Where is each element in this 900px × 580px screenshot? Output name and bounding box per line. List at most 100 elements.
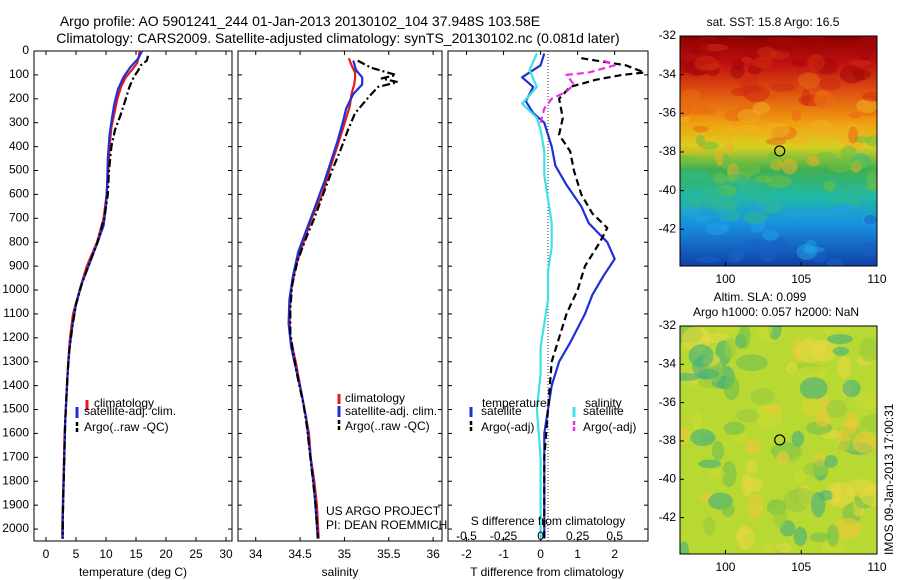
- x-tick-label: 25: [189, 547, 203, 561]
- sla-patch: [743, 477, 764, 492]
- lat-tick-label: -36: [659, 105, 677, 119]
- sst-patch: [718, 208, 731, 223]
- sla-patch: [815, 412, 831, 427]
- legend-label-argo: Argo(..raw -QC): [345, 419, 430, 433]
- y-tick-label: 1000: [2, 282, 29, 296]
- sst-patch: [692, 125, 709, 133]
- sst-patch: [808, 209, 831, 218]
- sst-patch: [739, 72, 759, 90]
- sst-texture: [680, 36, 877, 266]
- sst-patch: [752, 101, 770, 114]
- sla-patch: [843, 505, 856, 515]
- salinity-argo-adj-line: [539, 59, 616, 123]
- sst-patch: [807, 54, 825, 72]
- sst-patch: [700, 141, 719, 150]
- climatology-line: [61, 51, 141, 539]
- sla-patch: [852, 431, 876, 454]
- sst-patch: [680, 58, 692, 74]
- y-tick-label: 1300: [2, 354, 29, 368]
- lat-tick-label: -40: [659, 471, 677, 485]
- lon-tick-label: 105: [791, 560, 811, 574]
- sst-patch: [692, 197, 721, 208]
- y-tick-label: 700: [9, 210, 29, 224]
- sst-patch: [766, 36, 789, 50]
- sst-patch: [705, 222, 728, 236]
- salinity-satellite-line: [521, 52, 553, 539]
- salinity-legend: climatology satellite-adj. clim. Argo(..…: [337, 391, 437, 433]
- lat-tick-label: -38: [659, 144, 677, 158]
- sst-patch: [681, 88, 701, 102]
- sst-patch: [853, 136, 871, 143]
- sla-map-title: Altim. SLA: 0.099: [714, 290, 807, 304]
- argo-location-marker: [774, 434, 786, 446]
- lon-tick-label: 110: [867, 272, 886, 286]
- sla-patch: [690, 429, 715, 447]
- y-tick-label: 200: [9, 91, 29, 105]
- sla-patch: [802, 462, 828, 477]
- temperature-panel: 0100200300400500600700800900100011001200…: [2, 43, 233, 579]
- sst-patch: [738, 179, 762, 196]
- sla-patch: [745, 459, 758, 474]
- x-tick-label: 15: [129, 547, 143, 561]
- credit-project: US ARGO PROJECT: [326, 504, 441, 518]
- sla-patch: [809, 532, 831, 542]
- sst-patch: [818, 77, 841, 91]
- s-tick-label: 0.5: [606, 529, 623, 543]
- legend-label-satellite: satellite-adj. clim.: [345, 404, 437, 418]
- sst-map-title: sat. SST: 15.8 Argo: 16.5: [707, 15, 840, 29]
- sla-patch: [827, 524, 839, 547]
- s-tick-label: 0: [537, 529, 544, 543]
- sla-patch: [680, 372, 702, 381]
- sst-patch: [713, 173, 728, 185]
- x-tick-label: 35: [338, 547, 352, 561]
- temperature-axes-frame: [33, 50, 233, 542]
- x-tick-label: 30: [219, 547, 233, 561]
- satellite-adj-clim-line: [61, 51, 143, 539]
- sst-patch: [748, 202, 767, 215]
- sla-patch: [723, 421, 745, 436]
- temperature-profiles: [61, 51, 150, 539]
- argo-location-marker: [774, 145, 786, 157]
- sla-patch: [791, 430, 805, 447]
- sst-patch: [861, 92, 877, 102]
- x-tick-label: 2: [611, 547, 618, 561]
- sla-patch: [698, 459, 722, 469]
- sla-patch: [837, 356, 852, 379]
- sst-patch: [737, 124, 763, 134]
- salinity-xlabel: salinity: [322, 565, 359, 579]
- sst-patch: [823, 131, 847, 139]
- sst-patch: [730, 65, 745, 79]
- sla-patch: [761, 326, 773, 338]
- sst-patch: [860, 36, 877, 43]
- sst-patch: [845, 158, 870, 169]
- legend-title-salinity: salinity: [585, 396, 622, 410]
- sla-patch: [712, 441, 724, 461]
- sst-patch: [781, 158, 798, 175]
- sst-patch: [828, 157, 853, 173]
- sla-patch: [709, 468, 726, 479]
- sst-patch: [814, 90, 832, 108]
- sla-patch: [731, 432, 748, 442]
- x-tick-label: 0: [43, 547, 50, 561]
- sst-patch: [723, 140, 734, 154]
- sst-patch: [849, 59, 872, 67]
- x-tick-label: 0: [537, 547, 544, 561]
- sst-patch: [810, 120, 834, 135]
- credit-pi: PI: DEAN ROEMMICH: [326, 518, 447, 532]
- sla-patch: [750, 388, 775, 406]
- sst-patch: [814, 36, 825, 45]
- sst-patch: [680, 155, 697, 164]
- sla-patch: [698, 368, 719, 380]
- sst-patch: [737, 109, 762, 123]
- sla-patch: [811, 491, 826, 518]
- lat-tick-label: -42: [659, 510, 677, 524]
- sst-patch: [707, 36, 718, 42]
- sst-patch: [840, 145, 857, 159]
- sla-patch: [723, 375, 740, 400]
- imos-watermark: IMOS 09-Jan-2013 17:00:31: [882, 403, 896, 555]
- lat-tick-label: -32: [659, 28, 677, 42]
- sst-patch: [826, 258, 844, 266]
- sst-patch: [765, 137, 787, 146]
- sla-patch: [742, 533, 754, 542]
- sst-patch: [791, 109, 802, 122]
